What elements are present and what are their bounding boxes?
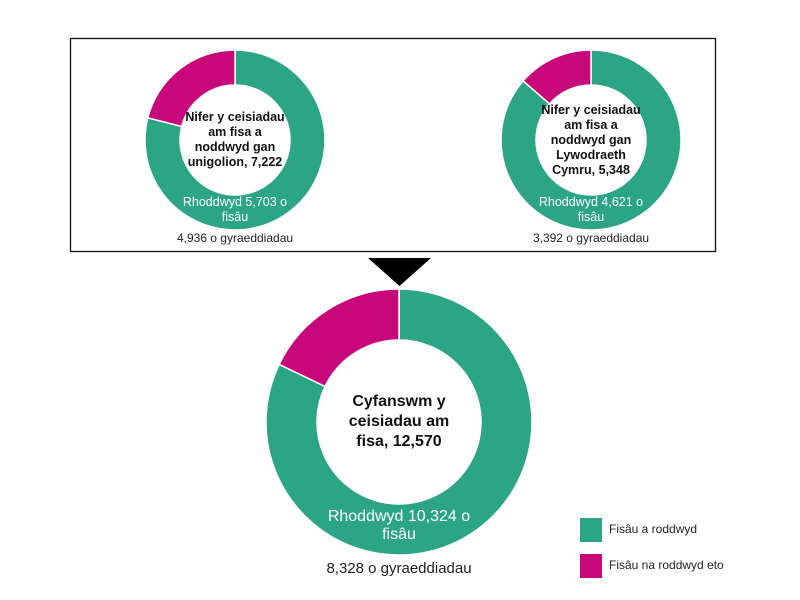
donut-segment [265,288,533,556]
center-title: Nifer y ceisiadau am fisa a noddwyd gan … [185,110,285,169]
legend-label: Fisâu na roddwyd eto [609,558,724,572]
legend-label: Fisâu a roddwyd [609,522,698,536]
value-label: Rhoddwyd 10,324 o fisâu [327,508,471,543]
arrivals-note: 3,392 o gyraeddiadau [532,231,650,245]
legend-swatch [580,554,602,578]
top-frame [69,37,717,253]
value-label: Rhoddwyd 4,621 o fisâu [538,195,644,224]
donut-segment [144,49,326,231]
legend-swatch [580,518,602,542]
donut-segment [500,49,682,231]
center-title: Cyfanswm y ceisiadau am fisa, 12,570 [348,393,450,450]
value-label: Rhoddwyd 5,703 o fisâu [182,195,288,224]
donut-segment [146,49,236,128]
donut-segment [278,288,400,388]
arrivals-note: 8,328 o gyraeddiadau [326,560,472,577]
donut-segment [522,49,592,105]
arrow [368,258,431,286]
center-title: Nifer y ceisiadau am fisa a noddwyd gan … [541,102,641,177]
arrivals-note: 4,936 o gyraeddiadau [176,231,294,245]
